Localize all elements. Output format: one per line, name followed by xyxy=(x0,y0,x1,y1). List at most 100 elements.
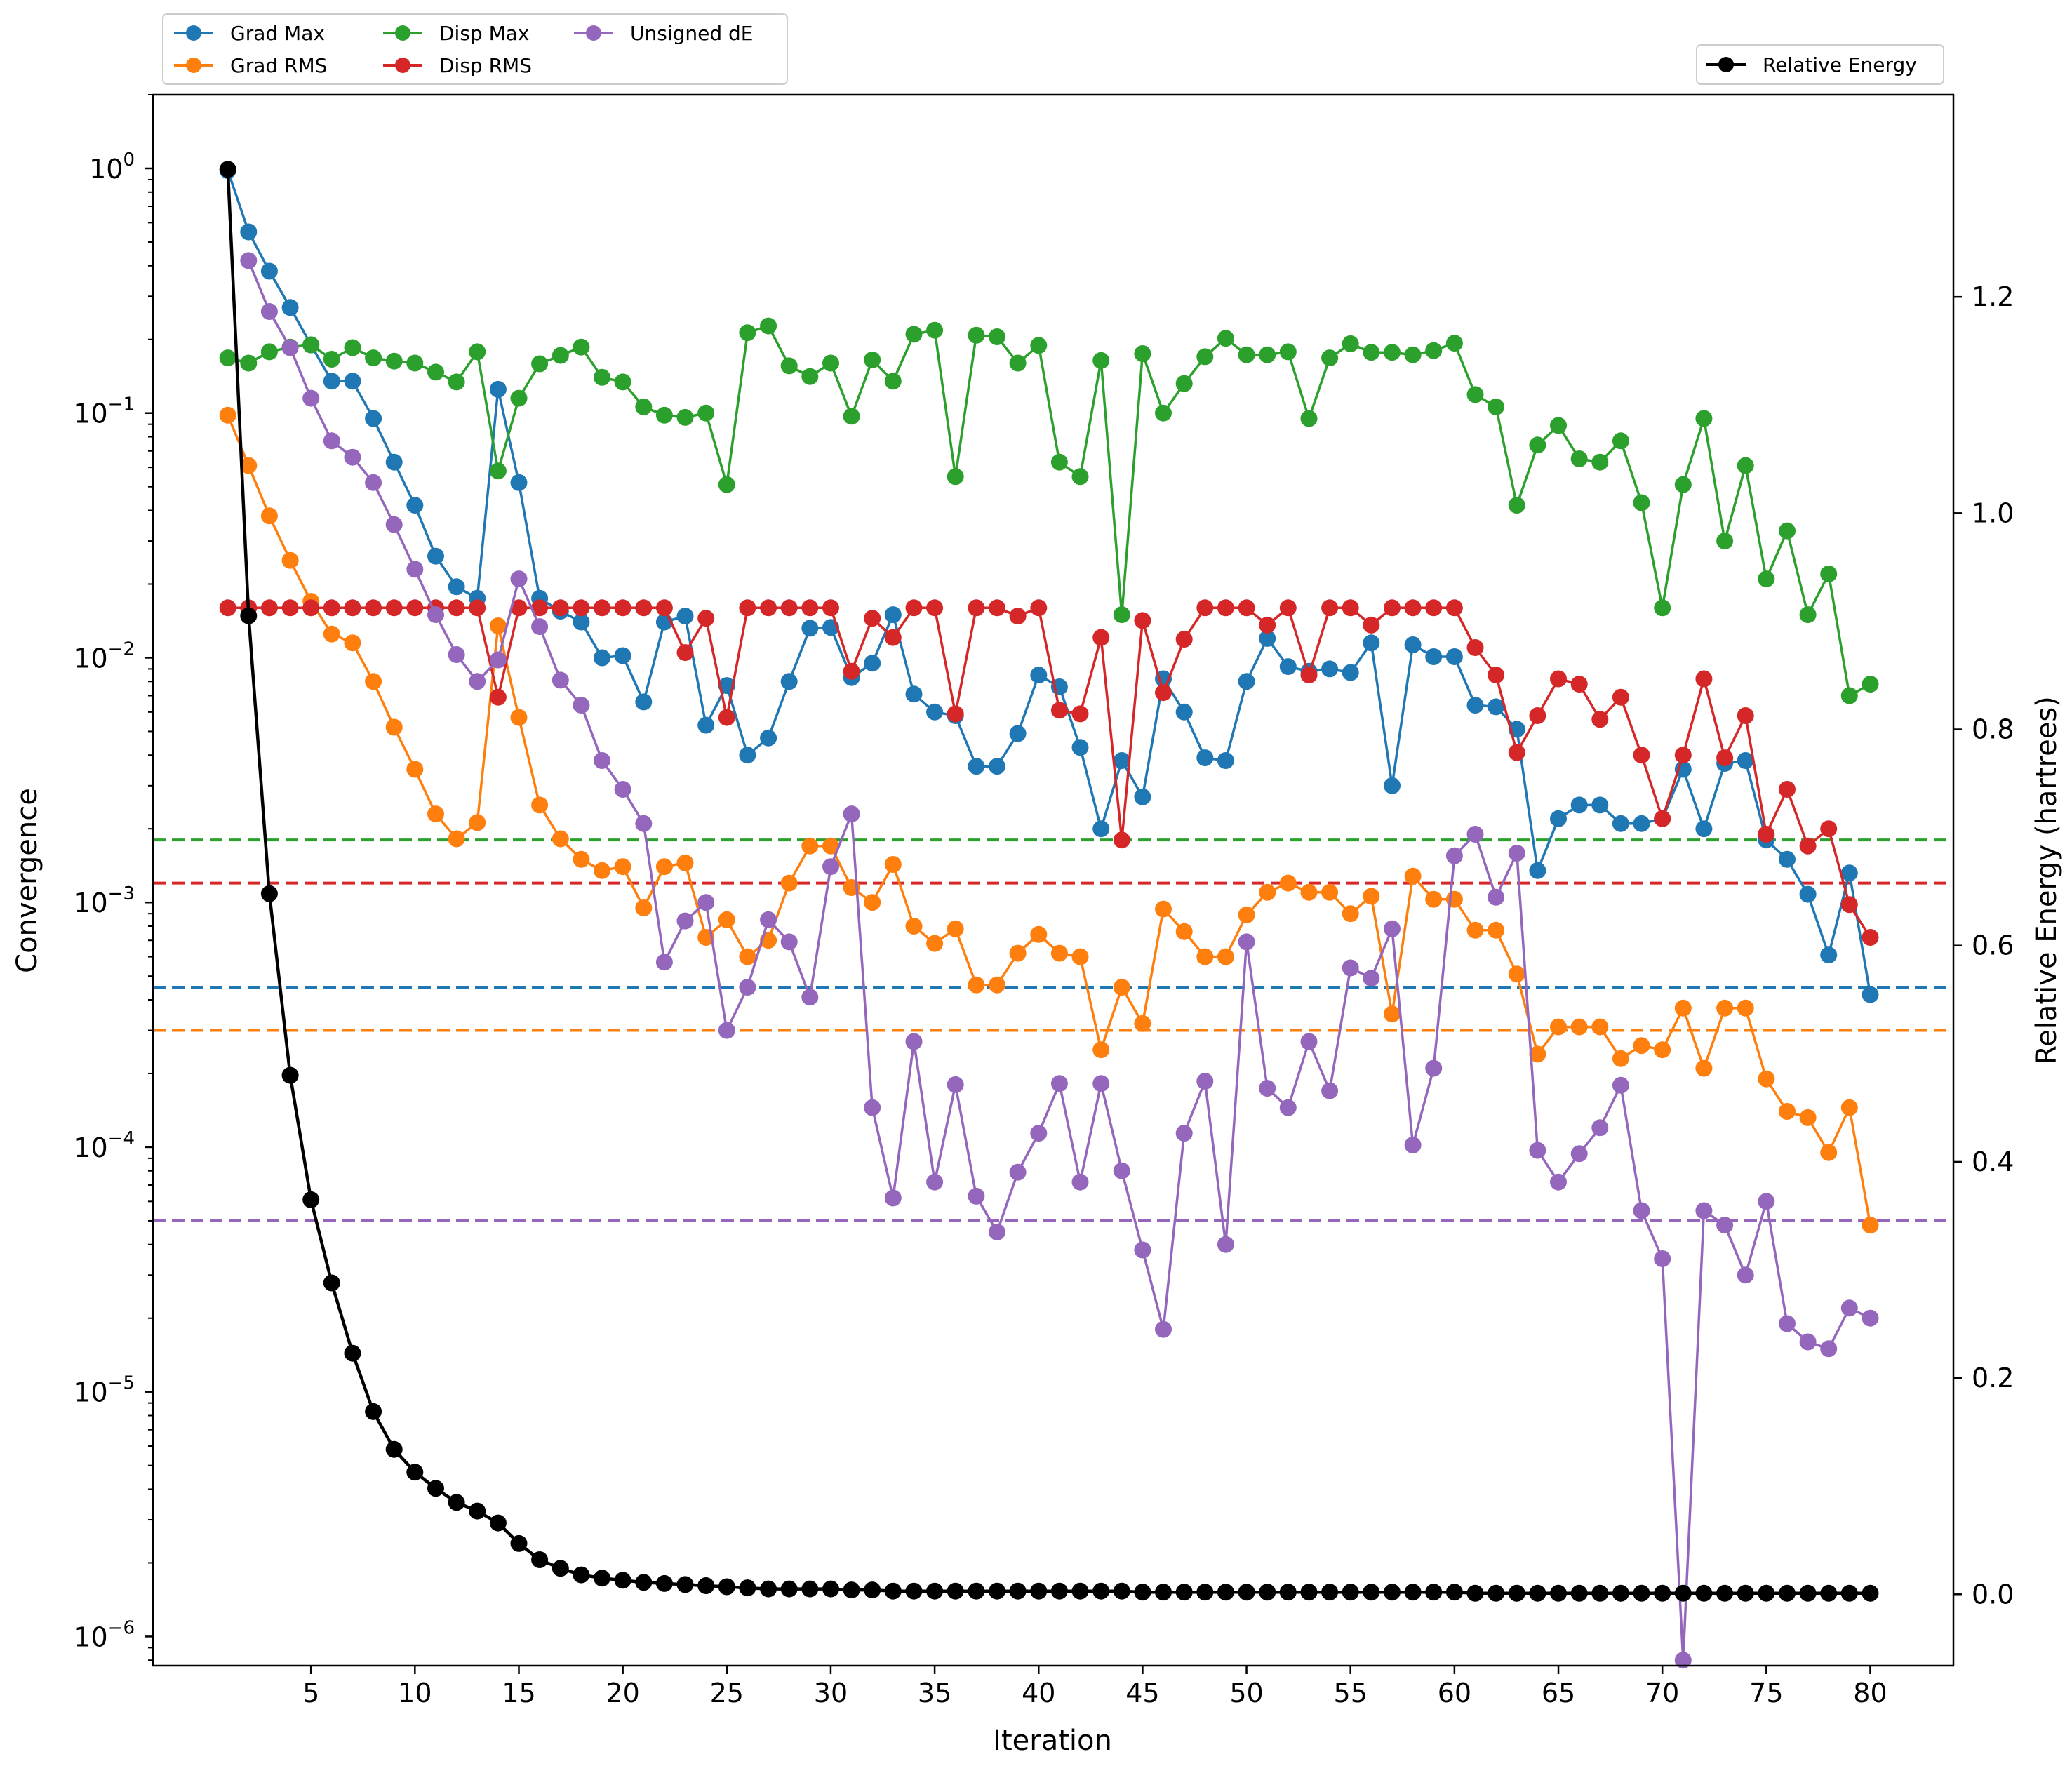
data-point-grad-rms xyxy=(1840,1099,1858,1116)
data-point-disp-max xyxy=(552,347,569,364)
legend-marker-unsigned-de xyxy=(586,25,601,41)
data-point-disp-rms xyxy=(1840,896,1858,914)
data-point-unsigned-de xyxy=(448,646,465,663)
data-point-grad-rms xyxy=(1612,1050,1629,1067)
legend-label-disp-max: Disp Max xyxy=(439,22,530,45)
data-point-grad-max xyxy=(1488,698,1505,716)
tick-exponent: −4 xyxy=(108,1128,135,1149)
data-point-disp-rms xyxy=(1050,702,1068,719)
left-y-tick-label: 10−1 xyxy=(74,394,135,429)
data-point-grad-rms xyxy=(1259,883,1276,901)
data-point-disp-max xyxy=(1820,566,1838,582)
data-point-grad-max xyxy=(760,729,777,747)
data-point-relative-energy xyxy=(1820,1584,1838,1602)
data-point-grad-rms xyxy=(718,911,735,928)
data-point-grad-rms xyxy=(1238,906,1255,923)
data-point-disp-max xyxy=(635,398,653,415)
data-point-grad-max xyxy=(780,673,798,690)
data-point-unsigned-de xyxy=(1445,847,1463,864)
data-point-disp-max xyxy=(1550,417,1567,434)
data-point-unsigned-de xyxy=(884,1189,902,1207)
data-point-unsigned-de xyxy=(1508,845,1525,862)
x-tick-label: 35 xyxy=(918,1678,951,1708)
x-tick-label: 45 xyxy=(1125,1678,1159,1708)
data-point-relative-energy xyxy=(926,1582,944,1600)
data-point-disp-max xyxy=(697,404,715,422)
data-point-unsigned-de xyxy=(281,339,299,356)
data-point-unsigned-de xyxy=(1716,1217,1734,1234)
data-point-grad-rms xyxy=(884,856,902,873)
data-point-grad-rms xyxy=(1862,1217,1879,1234)
data-point-grad-rms xyxy=(801,837,819,855)
data-point-relative-energy xyxy=(1529,1584,1546,1602)
data-point-unsigned-de xyxy=(344,448,361,466)
data-point-relative-energy xyxy=(1612,1584,1629,1602)
data-point-relative-energy xyxy=(1092,1582,1110,1600)
legend-label-relative-energy: Relative Energy xyxy=(1763,53,1917,76)
data-point-grad-max xyxy=(926,703,944,721)
data-point-relative-energy xyxy=(1550,1584,1567,1602)
data-point-grad-rms xyxy=(780,874,798,892)
x-tick-label: 5 xyxy=(302,1678,319,1708)
data-point-grad-max xyxy=(323,373,340,390)
left-y-tick-label: 10−3 xyxy=(74,883,135,918)
data-point-grad-rms xyxy=(531,796,549,814)
data-point-disp-rms xyxy=(1674,747,1692,764)
data-point-grad-rms xyxy=(448,830,465,848)
data-point-disp-max xyxy=(947,468,964,486)
data-point-disp-max xyxy=(1009,354,1027,372)
data-point-relative-energy xyxy=(1799,1584,1817,1602)
data-point-disp-max xyxy=(365,349,382,367)
data-point-grad-rms xyxy=(323,625,340,643)
legend-label-disp-rms: Disp RMS xyxy=(439,54,532,77)
legend-marker-disp-max xyxy=(395,25,410,41)
data-point-grad-rms xyxy=(365,673,382,690)
data-point-grad-max xyxy=(1009,725,1027,742)
data-point-grad-max xyxy=(1799,885,1817,903)
legend-marker-grad-rms xyxy=(186,58,201,73)
data-point-disp-max xyxy=(1321,349,1339,367)
data-point-relative-energy xyxy=(1737,1584,1754,1602)
data-point-disp-rms xyxy=(1238,599,1255,617)
data-point-disp-rms xyxy=(1862,929,1879,946)
data-point-unsigned-de xyxy=(1259,1080,1276,1097)
data-point-relative-energy xyxy=(1840,1584,1858,1602)
x-axis-title: Iteration xyxy=(993,1725,1112,1757)
data-point-unsigned-de xyxy=(1425,1059,1443,1077)
data-point-grad-rms xyxy=(905,918,923,935)
data-point-disp-max xyxy=(1342,335,1359,352)
data-point-unsigned-de xyxy=(469,673,486,690)
data-point-relative-energy xyxy=(1758,1584,1775,1602)
data-point-disp-rms xyxy=(718,709,735,726)
data-point-grad-max xyxy=(1779,850,1796,868)
data-point-unsigned-de xyxy=(1300,1033,1318,1050)
data-point-disp-max xyxy=(1695,410,1713,427)
data-point-disp-rms xyxy=(1009,608,1027,625)
data-point-relative-energy xyxy=(655,1574,673,1592)
data-point-grad-max xyxy=(1342,664,1359,681)
legend-energy: Relative Energy xyxy=(1696,44,1944,85)
data-point-relative-energy xyxy=(1716,1584,1734,1602)
data-point-unsigned-de xyxy=(801,989,819,1006)
data-point-grad-rms xyxy=(676,854,694,871)
data-point-disp-rms xyxy=(344,599,361,617)
data-point-disp-rms xyxy=(1196,599,1214,617)
data-point-disp-rms xyxy=(1716,749,1734,767)
relative-energy-series xyxy=(219,161,1879,1602)
data-point-relative-energy xyxy=(635,1574,653,1591)
data-point-disp-max xyxy=(884,373,902,390)
data-point-relative-energy xyxy=(1134,1584,1151,1601)
data-point-disp-max xyxy=(1445,335,1463,352)
data-point-relative-energy xyxy=(510,1534,528,1552)
tick-base: 10 xyxy=(74,1621,107,1652)
left-y-tick-label: 100 xyxy=(89,149,135,185)
data-point-grad-max xyxy=(1612,815,1629,832)
left-y-axis-title: Convergence xyxy=(11,788,44,973)
right-y-tick-label: 0.2 xyxy=(1972,1363,2014,1393)
tick-base: 10 xyxy=(74,888,107,918)
data-point-disp-rms xyxy=(1488,667,1505,684)
data-point-disp-rms xyxy=(323,599,340,617)
data-point-disp-rms xyxy=(780,599,798,617)
data-point-grad-max xyxy=(365,410,382,427)
data-point-unsigned-de xyxy=(1155,1320,1172,1338)
